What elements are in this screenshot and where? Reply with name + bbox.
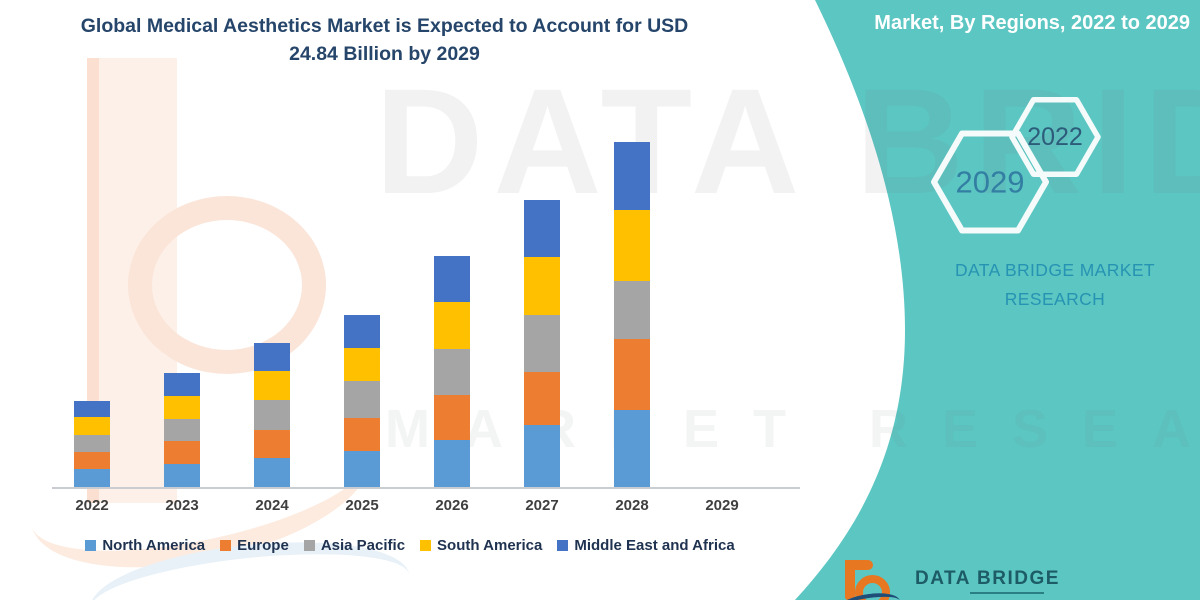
bar-segment-2025-middle-east-and-africa <box>344 315 380 348</box>
panel-title: Market, By Regions, 2022 to 2029 <box>874 12 1190 34</box>
footer-logo-hook <box>845 560 873 570</box>
x-axis-label-2029: 2029 <box>705 497 739 514</box>
bar-segment-2027-north-america <box>524 425 560 488</box>
footer-logo-stem <box>845 560 855 600</box>
legend-label: South America <box>437 537 543 554</box>
x-axis-label-2023: 2023 <box>165 497 199 514</box>
bar-2026 <box>434 256 470 488</box>
bar-segment-2023-europe <box>164 441 200 464</box>
x-axis-label-2026: 2026 <box>435 497 469 514</box>
bar-2024 <box>254 343 290 488</box>
bar-segment-2025-europe <box>344 418 380 451</box>
watermark-market-research-text: MARKET RESEARCH <box>385 399 1200 459</box>
bar-2027 <box>524 200 560 488</box>
x-axis-label-2028: 2028 <box>615 497 649 514</box>
bar-segment-2028-north-america <box>614 410 650 488</box>
bar-2022 <box>74 401 110 488</box>
bar-segment-2022-asia-pacific <box>74 435 110 452</box>
bar-segment-2026-europe <box>434 395 470 440</box>
x-axis-line <box>52 487 800 489</box>
watermark-logo-stem-edge <box>87 58 99 503</box>
hexagon-2029 <box>931 130 1049 234</box>
legend-item-europe: Europe <box>220 537 289 554</box>
bar-segment-2022-south-america <box>74 417 110 435</box>
bar-2023 <box>164 373 200 488</box>
plot-area <box>55 140 785 488</box>
bar-segment-2026-middle-east-and-africa <box>434 256 470 302</box>
legend-label: Middle East and Africa <box>574 537 735 554</box>
legend-swatch-icon <box>85 540 97 551</box>
bar-segment-2024-north-america <box>254 458 290 488</box>
legend: North America Europe Asia Pacific South Ame… <box>30 537 790 554</box>
bar-segment-2022-europe <box>74 452 110 469</box>
legend-item-middle-east-and-africa: Middle East and Africa <box>557 537 735 554</box>
legend-item-south-america: South America <box>420 537 542 554</box>
bar-segment-2025-asia-pacific <box>344 381 380 418</box>
bar-segment-2022-north-america <box>74 469 110 488</box>
footer-brand-text: DATA BRIDGE <box>915 568 1060 589</box>
panel-brand-text: DATA BRIDGE MARKET RESEARCH <box>954 260 1156 309</box>
bar-segment-2024-south-america <box>254 371 290 400</box>
x-axis-labels: 2022 2023 2024 2025 2026 2027 2028 2029 <box>55 497 785 519</box>
x-axis-label-2024: 2024 <box>255 497 289 514</box>
watermark-data-bridge-text: DATA BRIDGE <box>375 57 1200 225</box>
bar-segment-2028-middle-east-and-africa <box>614 142 650 210</box>
x-axis-label-2022: 2022 <box>75 497 109 514</box>
bar-2028 <box>614 142 650 488</box>
x-axis-label-2025: 2025 <box>345 497 379 514</box>
hexagon-badges: 2029 2022 <box>931 97 1101 234</box>
bar-segment-2023-south-america <box>164 396 200 419</box>
bar-segment-2027-europe <box>524 372 560 425</box>
bar-segment-2026-north-america <box>434 440 470 488</box>
legend-swatch-icon <box>220 540 232 551</box>
legend-item-north-america: North America <box>85 537 205 554</box>
footer-brand-underline <box>970 592 1044 594</box>
bar-segment-2026-south-america <box>434 302 470 349</box>
bar-segment-2026-asia-pacific <box>434 349 470 395</box>
bar-segment-2024-asia-pacific <box>254 400 290 430</box>
legend-swatch-icon <box>303 540 315 551</box>
legend-label: Asia Pacific <box>320 537 406 554</box>
bar-segment-2028-europe <box>614 339 650 410</box>
bar-segment-2024-middle-east-and-africa <box>254 343 290 371</box>
bar-segment-2027-middle-east-and-africa <box>524 200 560 257</box>
bar-segment-2024-europe <box>254 430 290 458</box>
legend-label: Europe <box>237 537 289 554</box>
bar-segment-2023-north-america <box>164 464 200 488</box>
bar-segment-2028-south-america <box>614 210 650 281</box>
footer-logo-bowl <box>855 575 890 600</box>
hexagon-2022 <box>1009 97 1101 177</box>
legend-swatch-icon <box>420 540 432 551</box>
bar-segment-2022-middle-east-and-africa <box>74 401 110 417</box>
chart-title: Global Medical Aesthetics Market is Expe… <box>80 15 689 66</box>
x-axis-label-2027: 2027 <box>525 497 559 514</box>
bar-segment-2027-south-america <box>524 257 560 315</box>
bar-segment-2025-north-america <box>344 451 380 488</box>
bar-segment-2028-asia-pacific <box>614 281 650 339</box>
side-panel-shape <box>795 0 1200 600</box>
bar-segment-2023-asia-pacific <box>164 419 200 441</box>
legend-swatch-icon <box>557 540 569 551</box>
hexagon-2029-label: 2029 <box>956 165 1025 200</box>
hexagon-2022-label: 2022 <box>1027 123 1083 151</box>
legend-label: North America <box>102 537 206 554</box>
bar-2025 <box>344 315 380 488</box>
bar-segment-2027-asia-pacific <box>524 315 560 372</box>
legend-item-asia-pacific: Asia Pacific <box>303 537 406 554</box>
bar-segment-2023-middle-east-and-africa <box>164 373 200 396</box>
footer-logo-icon <box>845 560 890 600</box>
bar-segment-2025-south-america <box>344 348 380 381</box>
